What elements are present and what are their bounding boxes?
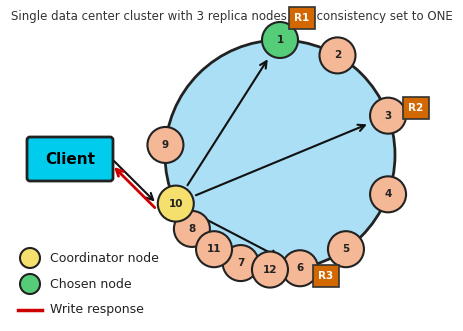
Text: 6: 6 xyxy=(296,263,304,273)
Circle shape xyxy=(174,211,210,247)
Text: 12: 12 xyxy=(263,264,277,274)
Circle shape xyxy=(20,274,40,294)
Circle shape xyxy=(328,231,364,267)
Text: 10: 10 xyxy=(169,199,183,209)
Circle shape xyxy=(262,22,298,58)
Text: 11: 11 xyxy=(207,244,221,254)
Text: 8: 8 xyxy=(188,224,195,234)
Circle shape xyxy=(282,250,318,286)
Circle shape xyxy=(158,186,194,221)
Text: 9: 9 xyxy=(162,140,169,150)
Text: 4: 4 xyxy=(384,189,392,199)
FancyBboxPatch shape xyxy=(27,137,113,181)
Text: Write response: Write response xyxy=(50,304,144,316)
FancyBboxPatch shape xyxy=(289,7,315,29)
Text: Coordinator node: Coordinator node xyxy=(50,252,159,264)
Circle shape xyxy=(370,98,406,134)
FancyBboxPatch shape xyxy=(313,265,339,287)
Text: R2: R2 xyxy=(408,103,424,113)
Circle shape xyxy=(319,37,356,73)
Text: R3: R3 xyxy=(319,271,334,281)
Circle shape xyxy=(20,248,40,268)
Circle shape xyxy=(370,176,406,212)
Circle shape xyxy=(147,127,183,163)
Text: Chosen node: Chosen node xyxy=(50,277,131,291)
Circle shape xyxy=(223,245,259,281)
Text: 1: 1 xyxy=(276,35,284,45)
Text: 7: 7 xyxy=(237,258,244,268)
Text: Client: Client xyxy=(45,152,95,166)
FancyBboxPatch shape xyxy=(403,97,429,119)
Text: 3: 3 xyxy=(384,111,392,121)
Circle shape xyxy=(196,231,232,267)
Circle shape xyxy=(252,252,288,288)
Circle shape xyxy=(165,40,395,270)
Text: 5: 5 xyxy=(342,244,350,254)
Text: R1: R1 xyxy=(294,13,310,23)
Text: Single data center cluster with 3 replica nodes and consistency set to ONE: Single data center cluster with 3 replic… xyxy=(11,10,452,23)
Text: 2: 2 xyxy=(334,50,341,60)
